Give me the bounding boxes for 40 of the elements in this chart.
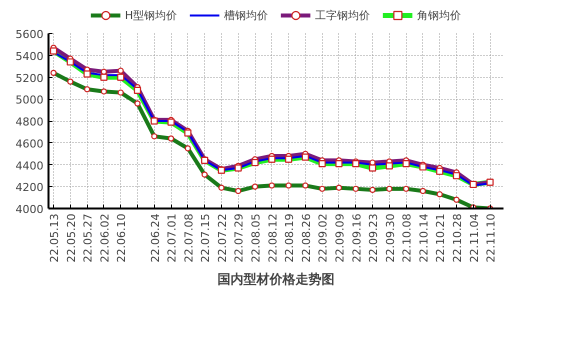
x-tick-label: 22.09.30	[384, 214, 397, 262]
x-tick-label: 22.09.09	[333, 214, 346, 262]
legend-label: H型钢均价	[124, 8, 178, 22]
legend-label: 工字钢均价	[315, 8, 370, 22]
x-tick-label: 22.11.04	[468, 214, 481, 262]
y-tick-label: 4800	[16, 116, 44, 128]
x-tick-label: 22.07.29	[232, 214, 246, 262]
text: 国内型材价格走势图	[218, 272, 334, 288]
x-tick-label: 22.10.21	[434, 214, 448, 262]
x-tick-label: 22.09.23	[367, 214, 380, 262]
x-tick-label: 22.07.15	[199, 214, 212, 262]
x-tick-label: 22.06.24	[148, 214, 162, 262]
x-tick-label: 22.07.01	[166, 214, 179, 262]
x-tick-label: 22.06.10	[115, 214, 128, 262]
x-tick-label: 22.10.08	[400, 214, 414, 262]
x-tick-label: 22.05.13	[48, 214, 62, 262]
y-tick-label: 5400	[16, 50, 44, 63]
x-tick-label: 22.05.27	[82, 214, 95, 262]
y-tick-label: 4200	[16, 181, 44, 194]
x-tick-label: 22.09.02	[316, 214, 330, 262]
x-tick-label: 22.07.22	[216, 214, 229, 262]
x-tick-label: 22.07.08	[182, 214, 196, 262]
y-tick-label: 5200	[16, 72, 44, 85]
x-tick-label: 22.08.26	[300, 214, 313, 262]
legend-label: 角钢均价	[417, 8, 462, 22]
y-tick-label: 4000	[16, 203, 44, 216]
x-tick-label: 22.05.20	[64, 214, 78, 262]
x-tick-label: 22.08.12	[266, 214, 280, 262]
x-tick-label: 22.06.02	[98, 214, 112, 262]
y-tick-label: 5000	[16, 94, 44, 107]
x-tick-label: 22.08.19	[283, 214, 296, 262]
x-tick-label: 22.11.10	[484, 214, 498, 262]
x-tick-label: 22.09.16	[350, 214, 364, 262]
y-tick-label: 4400	[16, 159, 44, 172]
y-tick-label: 4600	[16, 137, 44, 150]
x-tick-label: 22.10.14	[417, 214, 430, 262]
y-tick-label: 5600	[16, 28, 44, 41]
x-tick-label: 22.10.28	[450, 214, 464, 262]
legend-label: 槽钢均价	[224, 8, 268, 22]
x-tick-label: 22.08.05	[250, 214, 263, 262]
